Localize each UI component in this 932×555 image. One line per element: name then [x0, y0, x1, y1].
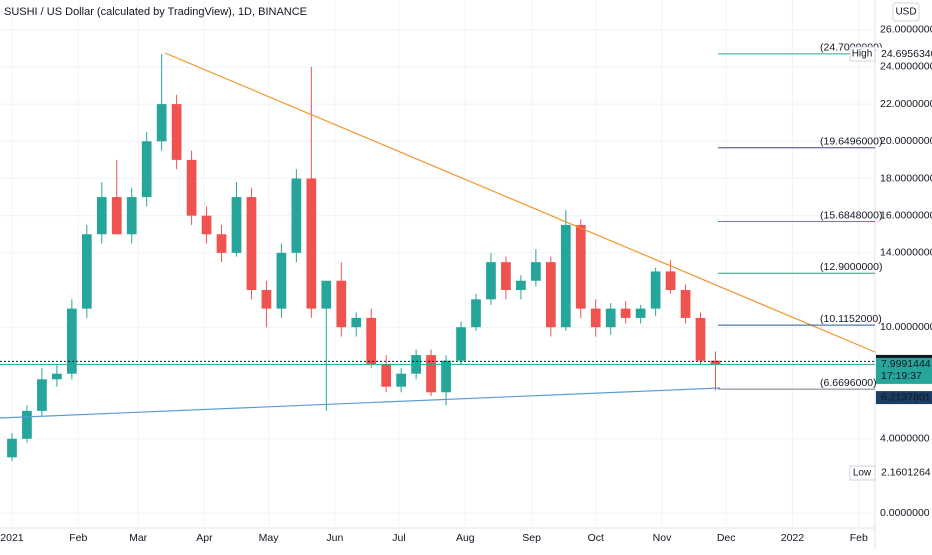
candle-body [366, 317, 377, 365]
candle-body [530, 262, 541, 281]
candle-body [381, 364, 392, 387]
candle-body [471, 299, 481, 328]
candle-body [351, 317, 362, 328]
y-tick-label: 22.0000000 [880, 98, 932, 110]
candle-body [575, 224, 586, 309]
candle-body [456, 327, 466, 361]
candle-body [111, 197, 122, 235]
candle-body [66, 308, 77, 374]
price-tag-label: 6.2137801 [881, 391, 931, 403]
x-tick-label: Jun [326, 532, 343, 544]
price-tag-note: High [852, 49, 873, 60]
fib-label: (12.9000000) [820, 261, 882, 273]
price-tag-note: Low [853, 468, 872, 479]
candle-body [635, 308, 646, 318]
y-tick-label: 0.0000000 [880, 507, 930, 519]
candle-body [156, 104, 167, 142]
candle-body [590, 308, 601, 328]
candle-body [22, 410, 32, 439]
currency: USD [895, 7, 916, 18]
candle-body [81, 234, 92, 309]
price-tag [876, 47, 932, 61]
price-tag [876, 466, 932, 480]
candle-body [306, 178, 317, 309]
y-tick-label: 16.0000000 [880, 209, 932, 221]
price-tag-label: 24.6956340 [881, 48, 932, 60]
candle-body [516, 280, 526, 291]
candle-body [501, 262, 511, 291]
y-tick-label: 26.0000000 [880, 24, 932, 36]
price-tag-note-box [849, 465, 876, 481]
x-tick-label: Apr [196, 532, 213, 544]
y-tick-label: 4.0000000 [880, 433, 930, 445]
candle-body [52, 373, 62, 380]
y-tick-label: 10.0000000 [880, 321, 932, 333]
price-tag-note-box [849, 46, 876, 62]
candle-body [650, 271, 661, 309]
x-tick-label: Jul [392, 532, 405, 544]
plot [0, 0, 875, 528]
candle-body [261, 290, 272, 309]
chart-title: SUSHI / US Dollar (calculated by Trading… [4, 6, 307, 18]
candle-body [486, 262, 496, 300]
candle-body [560, 224, 571, 328]
candle-body [441, 360, 451, 393]
candle-body [396, 373, 407, 387]
candle-body [246, 197, 257, 291]
price-tag-note: 17:19:37 [881, 370, 922, 382]
candle-body [186, 159, 197, 216]
price-tag [876, 391, 932, 405]
candle-body [126, 197, 137, 235]
candle-body [291, 178, 302, 253]
x-tick-label: Feb [850, 532, 868, 544]
fib-label: (6.6696000) [820, 377, 877, 389]
x-tick-label: Mar [129, 532, 148, 544]
candle-body [336, 280, 347, 328]
y-tick-label: 20.0000000 [880, 135, 932, 147]
trendline [0, 387, 721, 419]
price-tag [876, 357, 932, 384]
candle-body [276, 252, 287, 309]
candle-body [216, 234, 227, 253]
price-tag-label: 2.1601264 [881, 467, 931, 479]
candle-body [141, 141, 152, 198]
x-tick-label: Sep [522, 532, 541, 544]
candle-body [171, 104, 182, 160]
y-tick-label: 18.0000000 [880, 172, 932, 184]
x-tick-label: 2021 [0, 532, 24, 544]
fib-label: (10.1152000) [820, 313, 882, 325]
trendline [164, 52, 876, 353]
x-tick-label: Nov [653, 532, 672, 544]
candle-body [321, 280, 332, 309]
candle-body [710, 360, 721, 365]
candle-body [7, 438, 17, 458]
candle-body [201, 215, 212, 235]
candle-body [231, 197, 242, 253]
x-tick-label: May [259, 532, 280, 544]
candle-body [605, 308, 616, 328]
fib-label: (19.6496000) [820, 136, 882, 148]
candle-body [665, 271, 676, 291]
candle-body [426, 355, 436, 393]
price-tag-label: 7.9991444 [881, 358, 931, 370]
x-tick-label: Aug [456, 532, 475, 544]
candle-body [695, 317, 706, 361]
candle-body [96, 197, 107, 235]
x-tick-label: 2022 [781, 532, 805, 544]
candle-body [545, 262, 556, 328]
candle-body [37, 379, 47, 411]
x-tick-label: Feb [69, 532, 87, 544]
candle-body [680, 290, 691, 318]
x-tick-label: Dec [717, 532, 736, 544]
currency-box[interactable] [892, 2, 920, 22]
candle-body [620, 308, 631, 318]
y-tick-label: 24.0000000 [880, 61, 932, 73]
fib-label: (15.6848000) [820, 209, 882, 221]
y-tick-label: 14.0000000 [880, 247, 932, 259]
x-tick-label: Oct [588, 532, 604, 544]
